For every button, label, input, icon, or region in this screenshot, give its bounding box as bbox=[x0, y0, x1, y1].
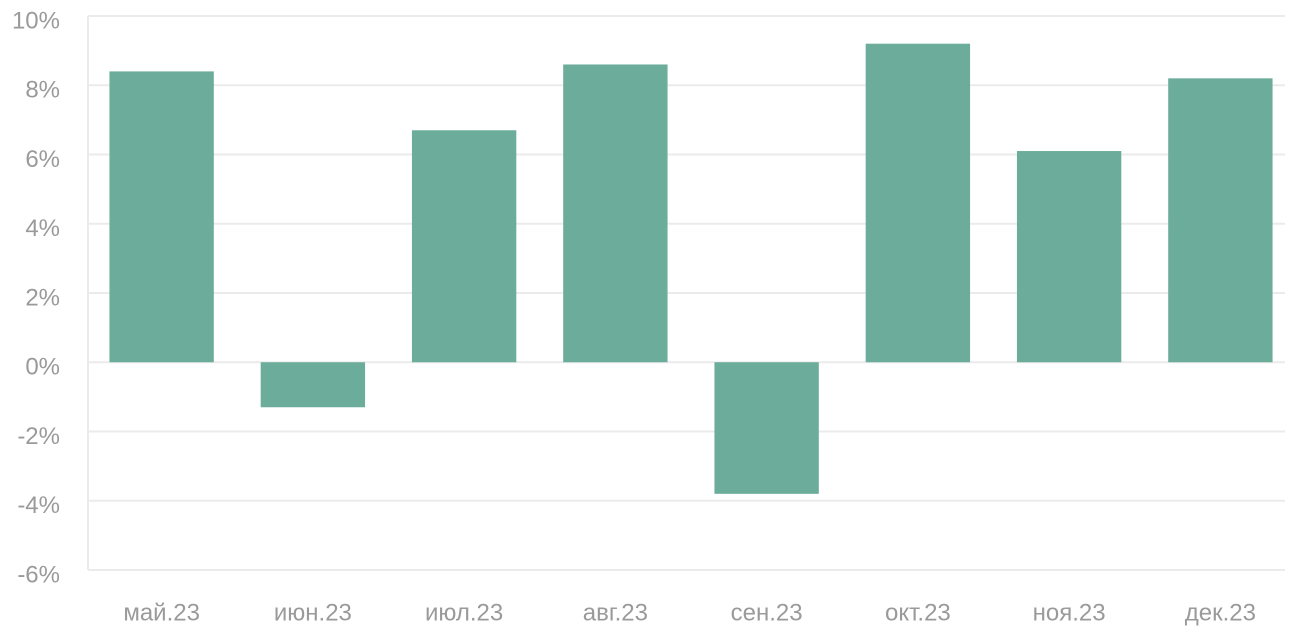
y-tick-label: 0% bbox=[25, 354, 60, 381]
y-tick-label: -2% bbox=[17, 423, 60, 450]
x-tick-label: дек.23 bbox=[1185, 599, 1256, 626]
bar bbox=[1016, 151, 1122, 363]
x-tick-label: май.23 bbox=[123, 599, 200, 626]
y-tick-label: 10% bbox=[12, 7, 60, 34]
bar bbox=[109, 71, 214, 363]
bar bbox=[714, 362, 819, 494]
x-tick-label: авг.23 bbox=[583, 599, 648, 626]
bar bbox=[260, 362, 366, 408]
y-tick-label: 8% bbox=[25, 77, 60, 104]
y-tick-label: 4% bbox=[25, 215, 60, 242]
y-tick-label: 2% bbox=[25, 284, 60, 311]
bar bbox=[411, 130, 517, 363]
y-tick-label: 6% bbox=[25, 146, 60, 173]
x-tick-label: июл.23 bbox=[425, 599, 503, 626]
x-tick-label: ноя.23 bbox=[1033, 599, 1106, 626]
x-tick-label: сен.23 bbox=[731, 599, 803, 626]
bar bbox=[1168, 78, 1273, 363]
bar bbox=[865, 43, 971, 363]
x-tick-label: окт.23 bbox=[885, 599, 951, 626]
bar bbox=[563, 64, 668, 363]
x-tick-label: июн.23 bbox=[274, 599, 352, 626]
y-tick-label: -4% bbox=[17, 492, 60, 519]
y-tick-label: -6% bbox=[17, 561, 60, 588]
